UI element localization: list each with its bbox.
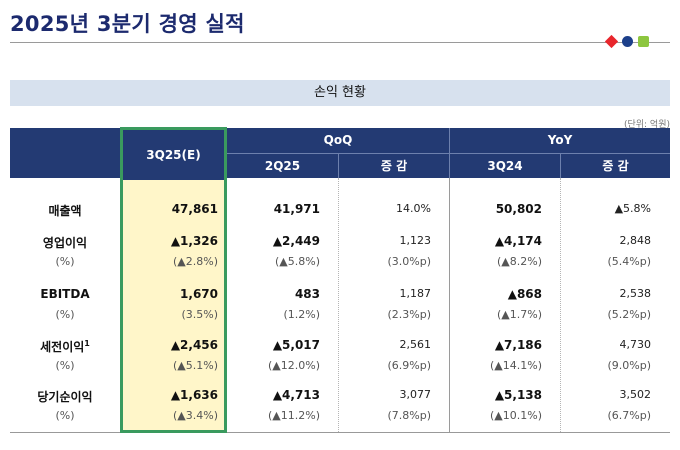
row-label-sub: (%)	[55, 409, 75, 422]
cell-y3: ▲7,186	[494, 338, 542, 352]
header-3q25e: 3Q25(E)	[123, 130, 224, 180]
cell-cur-sub: (▲2.8%)	[173, 255, 218, 268]
row-label: EBITDA	[10, 287, 120, 301]
cell-y3: ▲868	[507, 287, 542, 301]
header-yoy: YoY	[450, 128, 670, 153]
cell-cur: 1,670	[180, 287, 218, 301]
cell-qchg: 3,077	[399, 388, 432, 401]
navy-circle-icon	[622, 36, 633, 47]
cell-q2: ▲4,713	[272, 388, 320, 402]
cell-ychg-sub: (9.0%p)	[607, 359, 651, 372]
cell-y3-sub: (▲10.1%)	[490, 409, 542, 422]
header-change-yoy: 증 감	[561, 154, 670, 178]
cell-qchg-sub: (3.0%p)	[387, 255, 431, 268]
cell-cur-sub: (3.5%)	[181, 308, 218, 321]
header-3q24: 3Q24	[450, 154, 560, 178]
header-divider	[449, 128, 450, 178]
green-square-icon	[638, 36, 649, 47]
cell-q2: ▲5,017	[272, 338, 320, 352]
header-divider	[227, 153, 670, 154]
cell-cur: ▲1,326	[170, 234, 218, 248]
cell-ychg: 2,848	[619, 234, 652, 247]
cell-ychg: 3,502	[619, 388, 652, 401]
cell-q2: 483	[294, 287, 320, 301]
cell-qchg: 1,187	[399, 287, 432, 300]
cell-cur: 47,861	[171, 202, 218, 216]
row-label-text: 매출액	[48, 204, 82, 218]
row-label-sub: (%)	[55, 255, 75, 268]
row-label-text: 세전이익	[40, 340, 85, 354]
header-2q25: 2Q25	[227, 154, 338, 178]
cell-ychg: ▲5.8%	[614, 202, 651, 215]
header-label-cell	[10, 128, 120, 178]
cell-y3: 50,802	[495, 202, 542, 216]
header-qoq: QoQ	[227, 128, 449, 153]
cell-cur: ▲1,636	[170, 388, 218, 402]
cell-q2-sub: (▲5.8%)	[275, 255, 320, 268]
footnote-marker: 1	[84, 339, 90, 348]
cell-q2: ▲2,449	[272, 234, 320, 248]
header-divider	[560, 154, 561, 178]
cell-qchg: 14.0%	[396, 202, 431, 215]
title-divider	[10, 42, 670, 43]
header-divider	[338, 154, 339, 178]
table-bottom-rule	[10, 432, 670, 433]
cell-cur-sub: (▲5.1%)	[173, 359, 218, 372]
cell-qchg-sub: (2.3%p)	[387, 308, 431, 321]
highlight-column-3q25: 3Q25(E)	[120, 127, 227, 433]
header-change-qoq: 증 감	[339, 154, 449, 178]
cell-cur: ▲2,456	[170, 338, 218, 352]
row-label-text: 당기순이익	[37, 390, 93, 404]
cell-ychg-sub: (6.7%p)	[607, 409, 651, 422]
row-label-text: EBITDA	[40, 287, 90, 301]
cell-cur-sub: (▲3.4%)	[173, 409, 218, 422]
cell-ychg-sub: (5.4%p)	[607, 255, 651, 268]
row-label: 세전이익1	[10, 338, 120, 355]
cell-qchg: 2,561	[399, 338, 432, 351]
red-diamond-icon	[604, 34, 619, 49]
row-label: 영업이익	[10, 234, 120, 251]
cell-qchg-sub: (6.9%p)	[387, 359, 431, 372]
cell-ychg: 4,730	[619, 338, 652, 351]
cell-q2-sub: (▲12.0%)	[268, 359, 320, 372]
section-header: 손익 현황	[10, 80, 670, 106]
cell-q2-sub: (▲11.2%)	[268, 409, 320, 422]
row-label-sub: (%)	[55, 308, 75, 321]
column-divider	[449, 178, 450, 432]
page-title: 2025년 3분기 경영 실적	[10, 12, 245, 36]
cell-ychg-sub: (5.2%p)	[607, 308, 651, 321]
row-label: 매출액	[10, 202, 120, 219]
cell-y3-sub: (▲1.7%)	[497, 308, 542, 321]
cell-y3: ▲5,138	[494, 388, 542, 402]
cell-qchg-sub: (7.8%p)	[387, 409, 431, 422]
unit-note: (단위: 억원)	[623, 120, 670, 130]
cell-q2-sub: (1.2%)	[283, 308, 320, 321]
cell-qchg: 1,123	[399, 234, 432, 247]
cell-q2: 41,971	[273, 202, 320, 216]
cell-y3: ▲4,174	[494, 234, 542, 248]
column-divider	[338, 178, 339, 432]
row-label-text: 영업이익	[42, 236, 88, 250]
column-divider	[560, 178, 561, 432]
cell-ychg: 2,538	[619, 287, 652, 300]
cell-y3-sub: (▲14.1%)	[490, 359, 542, 372]
row-label-sub: (%)	[55, 359, 75, 372]
row-label: 당기순이익	[10, 388, 120, 405]
cell-y3-sub: (▲8.2%)	[497, 255, 542, 268]
